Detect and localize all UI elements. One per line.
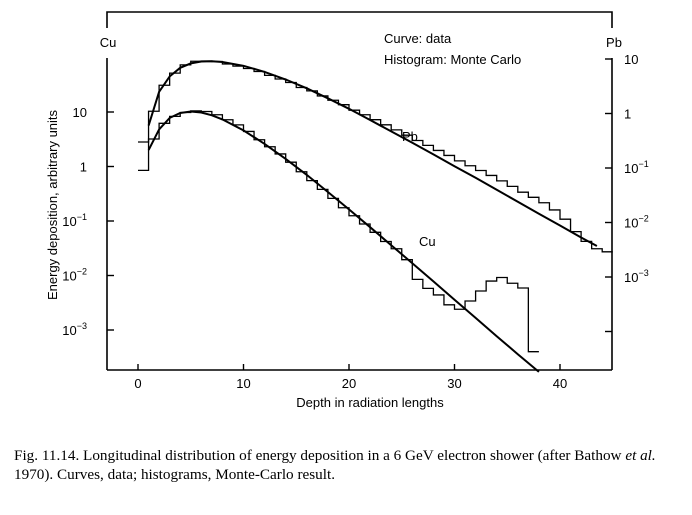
axes-frame <box>106 11 613 371</box>
shower-chart: 0 10 20 30 4010110−110−210−310110−110−210−3 … <box>45 11 649 410</box>
curve-cu <box>147 110 540 373</box>
left-y-tick-label-3: 10−2 <box>62 267 87 284</box>
right-y-tick-label-4: 10−3 <box>624 268 649 285</box>
left-y-tick-label-2: 10−1 <box>62 212 87 229</box>
left-y-tick-label-1: 1 <box>80 160 87 175</box>
curve-pb <box>147 60 598 247</box>
series-label-pb: Pb <box>402 129 418 144</box>
right-axis-series-label: Pb <box>606 35 622 50</box>
x-tick-label-20: 20 <box>342 376 356 391</box>
x-tick-label-10: 10 <box>236 376 250 391</box>
top-bracket <box>106 11 613 28</box>
caption-part-1: Fig. 11.14. Longitudinal distribution of… <box>14 447 626 464</box>
right-y-tick-label-2: 10−1 <box>624 159 649 176</box>
caption-part-2: 1970). Curves, data; histograms, Monte-C… <box>14 466 335 483</box>
series-label-cu: Cu <box>419 234 436 249</box>
legend-line-2: Histogram: Monte Carlo <box>384 52 521 67</box>
right-y-tick-label-3: 10−2 <box>624 214 649 231</box>
x-tick-label-30: 30 <box>447 376 461 391</box>
y-axis-title: Energy deposition, arbitrary units <box>45 109 60 300</box>
histogram-cu <box>138 110 539 353</box>
caption-et-al: et al. <box>625 447 656 464</box>
figure-caption: Fig. 11.14. Longitudinal distribution of… <box>14 446 684 484</box>
x-tick-label-0: 0 <box>134 376 141 391</box>
data-marks <box>138 60 613 373</box>
left-axis-series-label: Cu <box>100 35 117 50</box>
axis-ticks <box>107 58 612 370</box>
x-tick-label-40: 40 <box>553 376 567 391</box>
tick-labels: 0 10 20 30 40 10 1 10−1 10−2 10−3 10 1 10−1 10−2 10−3 <box>62 52 648 391</box>
histogram-pb <box>138 60 613 253</box>
legend-line-1: Curve: data <box>384 31 452 46</box>
left-y-tick-label-0: 10 <box>73 105 87 120</box>
right-y-tick-label-0: 10 <box>624 52 638 67</box>
x-axis-title: Depth in radiation lengths <box>296 395 444 410</box>
right-y-tick-label-1: 1 <box>624 107 631 122</box>
left-y-tick-label-4: 10−3 <box>62 321 87 338</box>
